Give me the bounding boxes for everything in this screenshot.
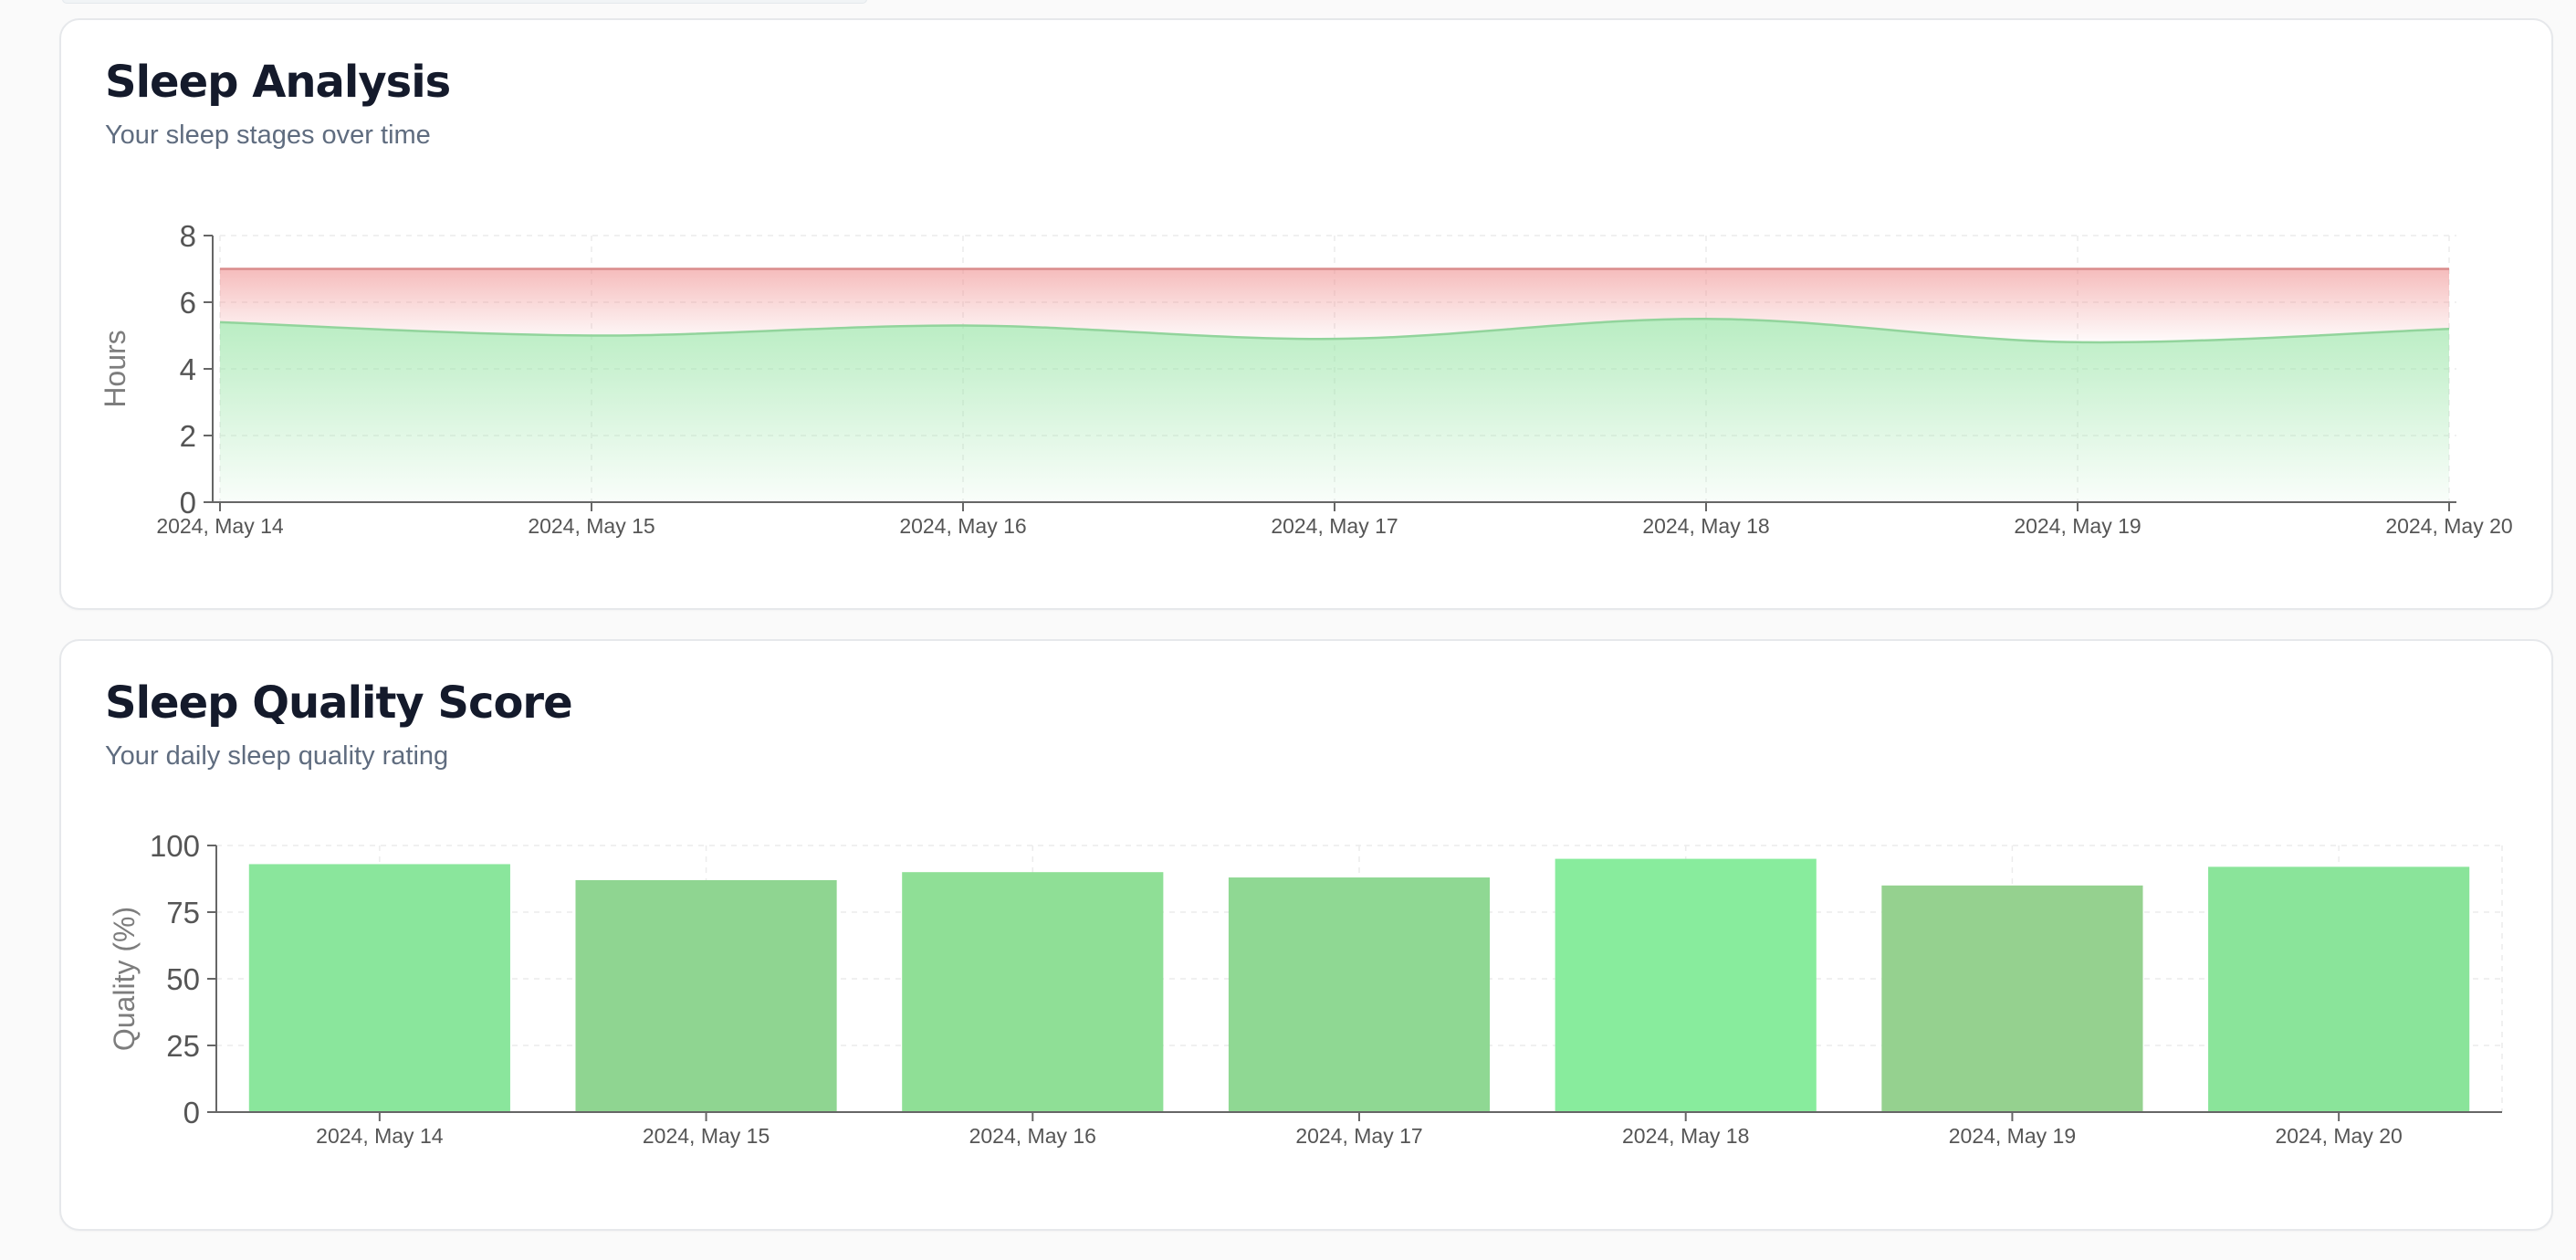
sleep-stages-area-chart: 0 2 4 6 8 2024, May 14 2024, May 15 2024, May 1… [99, 219, 2513, 538]
x-tick-label: 2024, May 14 [156, 514, 284, 538]
series-line-lower [219, 317, 2450, 344]
y-tick-label: 100 [150, 829, 200, 863]
card-title: Sleep Analysis [105, 57, 451, 108]
sleep-quality-card: Sleep Quality Score Your daily sleep qua… [59, 639, 2553, 1231]
bar [1228, 877, 1491, 1112]
y-tick-label: 0 [183, 1096, 200, 1129]
y-tick-label: 2 [180, 419, 196, 453]
x-tick-label: 2024, May 16 [969, 1124, 1096, 1148]
series-area-upper [220, 268, 2449, 342]
x-tick-label: 2024, May 14 [316, 1124, 444, 1148]
x-tick-label: 2024, May 15 [643, 1124, 770, 1148]
y-axis-title: Hours [99, 330, 131, 407]
x-tick-label: 2024, May 17 [1295, 1124, 1422, 1148]
sleep-analysis-card: Sleep Analysis Your sleep stages over ti… [59, 18, 2553, 610]
y-tick-label: 4 [180, 352, 196, 386]
series-area-lower [220, 319, 2449, 502]
y-tick-label: 0 [180, 486, 196, 520]
x-tick-label: 2024, May 18 [1622, 1124, 1749, 1148]
y-tick-label: 50 [166, 962, 200, 996]
bar [1881, 885, 2143, 1112]
x-tick-label: 2024, May 16 [899, 514, 1026, 538]
y-axis-title: Quality (%) [108, 907, 141, 1051]
sleep-quality-bar-chart: 0 25 50 75 100 2024, May 14 2024, May 15 2024, … [108, 829, 2503, 1148]
bar [1555, 858, 1817, 1112]
y-tick-label: 6 [180, 286, 196, 320]
x-tick-label: 2024, May 20 [2385, 514, 2512, 538]
y-tick-label: 25 [166, 1029, 200, 1063]
x-tick-label: 2024, May 19 [2014, 514, 2141, 538]
x-tick-label: 2024, May 20 [2275, 1124, 2402, 1148]
x-tick-label: 2024, May 17 [1271, 514, 1398, 538]
previous-card-edge [62, 0, 867, 4]
bar [2208, 866, 2470, 1112]
x-tick-label: 2024, May 15 [528, 514, 654, 538]
x-tick-label: 2024, May 19 [1949, 1124, 2076, 1148]
x-tick-label: 2024, May 18 [1642, 514, 1769, 538]
bar [902, 872, 1164, 1112]
y-tick-label: 75 [166, 896, 200, 929]
card-title: Sleep Quality Score [105, 677, 573, 729]
bar [248, 864, 510, 1112]
y-tick-label: 8 [180, 219, 196, 253]
card-subtitle: Your daily sleep quality rating [105, 741, 449, 771]
bar [575, 879, 837, 1112]
card-subtitle: Your sleep stages over time [105, 121, 431, 150]
